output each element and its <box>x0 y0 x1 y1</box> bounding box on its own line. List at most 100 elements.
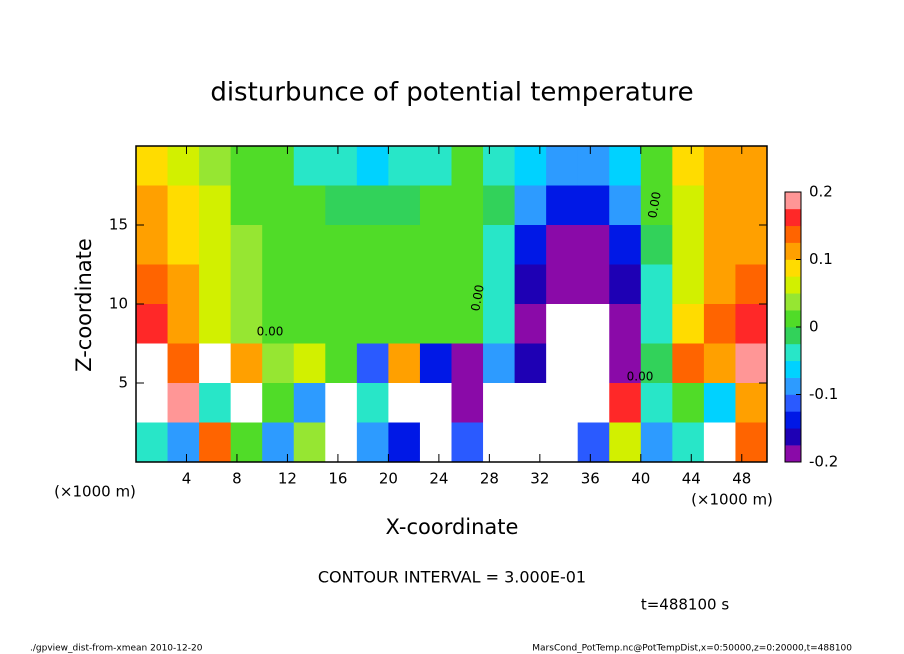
heat-cell <box>672 383 705 423</box>
heat-cell <box>199 185 232 226</box>
heat-cell <box>735 185 768 226</box>
heat-cell <box>735 264 768 305</box>
colorbar-tick-label: -0.2 <box>809 453 838 471</box>
heat-cell <box>514 146 547 186</box>
heat-cell <box>262 304 295 344</box>
heat-cell <box>483 185 516 226</box>
heat-cell <box>577 146 610 186</box>
heat-cell <box>419 383 452 423</box>
x-tick-label: 12 <box>278 470 297 488</box>
heat-cell <box>325 304 358 344</box>
x-tick-label: 28 <box>480 470 499 488</box>
colorbar-tick-label: 0.2 <box>809 183 833 201</box>
colorbar-bin <box>785 276 801 294</box>
heat-cell <box>262 146 295 186</box>
heat-cell <box>703 225 736 265</box>
x-unit: (×1000 m) <box>691 491 773 509</box>
heat-cell <box>136 185 169 226</box>
heat-cell <box>640 264 673 305</box>
heat-cell <box>483 343 516 384</box>
heat-cell <box>356 185 389 226</box>
heat-cell <box>136 264 169 305</box>
heat-cell <box>356 304 389 344</box>
x-tick-label: 40 <box>631 470 650 488</box>
x-axis-label: X-coordinate <box>386 515 519 539</box>
heat-cell <box>262 185 295 226</box>
heat-cell <box>136 422 169 463</box>
heat-cell <box>230 304 263 344</box>
heat-cell <box>136 225 169 265</box>
heat-cell <box>735 343 768 384</box>
contour-label: 0.00 <box>645 191 663 220</box>
heat-cell <box>230 264 263 305</box>
heat-cell <box>609 422 642 463</box>
heat-cell <box>419 264 452 305</box>
heat-cell <box>451 185 484 226</box>
heat-cell <box>546 185 579 226</box>
heat-cell <box>356 422 389 463</box>
contour-label: 0.00 <box>627 370 654 384</box>
heat-cell <box>703 185 736 226</box>
contour-label: 0.00 <box>257 325 284 339</box>
heat-cell <box>609 343 642 384</box>
heat-cell <box>325 383 358 423</box>
heat-cell <box>672 185 705 226</box>
heat-cell <box>356 383 389 423</box>
heat-cell <box>483 264 516 305</box>
heat-cell <box>262 422 295 463</box>
heat-cell <box>514 185 547 226</box>
heat-cell <box>546 422 579 463</box>
heat-cell <box>167 146 200 186</box>
heat-cell <box>199 343 232 384</box>
heat-cell <box>483 383 516 423</box>
heat-cell <box>230 225 263 265</box>
heat-cell <box>451 304 484 344</box>
heat-cell <box>419 146 452 186</box>
heat-cell <box>672 264 705 305</box>
heat-cell <box>293 185 326 226</box>
heat-cell <box>136 304 169 344</box>
x-tick-label: 44 <box>682 470 701 488</box>
x-tick-label: 16 <box>328 470 347 488</box>
contour-interval: CONTOUR INTERVAL = 3.000E-01 <box>318 568 586 587</box>
colorbar-tick-label: -0.1 <box>809 385 838 403</box>
heat-cell <box>293 343 326 384</box>
colorbar-bin <box>785 310 801 328</box>
heat-cell <box>640 146 673 186</box>
heat-cell <box>293 225 326 265</box>
heat-cell <box>262 383 295 423</box>
x-tick-label: 8 <box>232 470 242 488</box>
colorbar-bin <box>785 343 801 362</box>
heat-cell <box>388 422 421 463</box>
heat-cell <box>735 304 768 344</box>
heat-cell <box>419 422 452 463</box>
heat-cell <box>609 185 642 226</box>
time-label: t=488100 s <box>641 596 729 614</box>
colorbar-bin <box>785 428 801 446</box>
heat-cell <box>577 185 610 226</box>
heat-cell <box>325 225 358 265</box>
heat-cell <box>577 422 610 463</box>
heat-cell <box>167 225 200 265</box>
heat-cell <box>199 304 232 344</box>
heat-cell <box>735 146 768 186</box>
heat-cell <box>199 146 232 186</box>
heat-cell <box>356 225 389 265</box>
heat-cell <box>199 225 232 265</box>
y-tick-label: 5 <box>118 374 128 392</box>
heat-cell <box>514 422 547 463</box>
heat-cell <box>136 146 169 186</box>
colorbar-bin <box>785 293 801 311</box>
heat-cell <box>356 264 389 305</box>
heat-cell <box>356 146 389 186</box>
heat-cell <box>199 422 232 463</box>
heat-cell <box>167 422 200 463</box>
heat-cell <box>483 304 516 344</box>
heat-cell <box>451 383 484 423</box>
heat-cell <box>703 146 736 186</box>
heat-cell <box>419 225 452 265</box>
heat-cell <box>672 146 705 186</box>
colorbar-bin <box>785 208 801 227</box>
heat-cell <box>514 383 547 423</box>
heat-cell <box>609 383 642 423</box>
